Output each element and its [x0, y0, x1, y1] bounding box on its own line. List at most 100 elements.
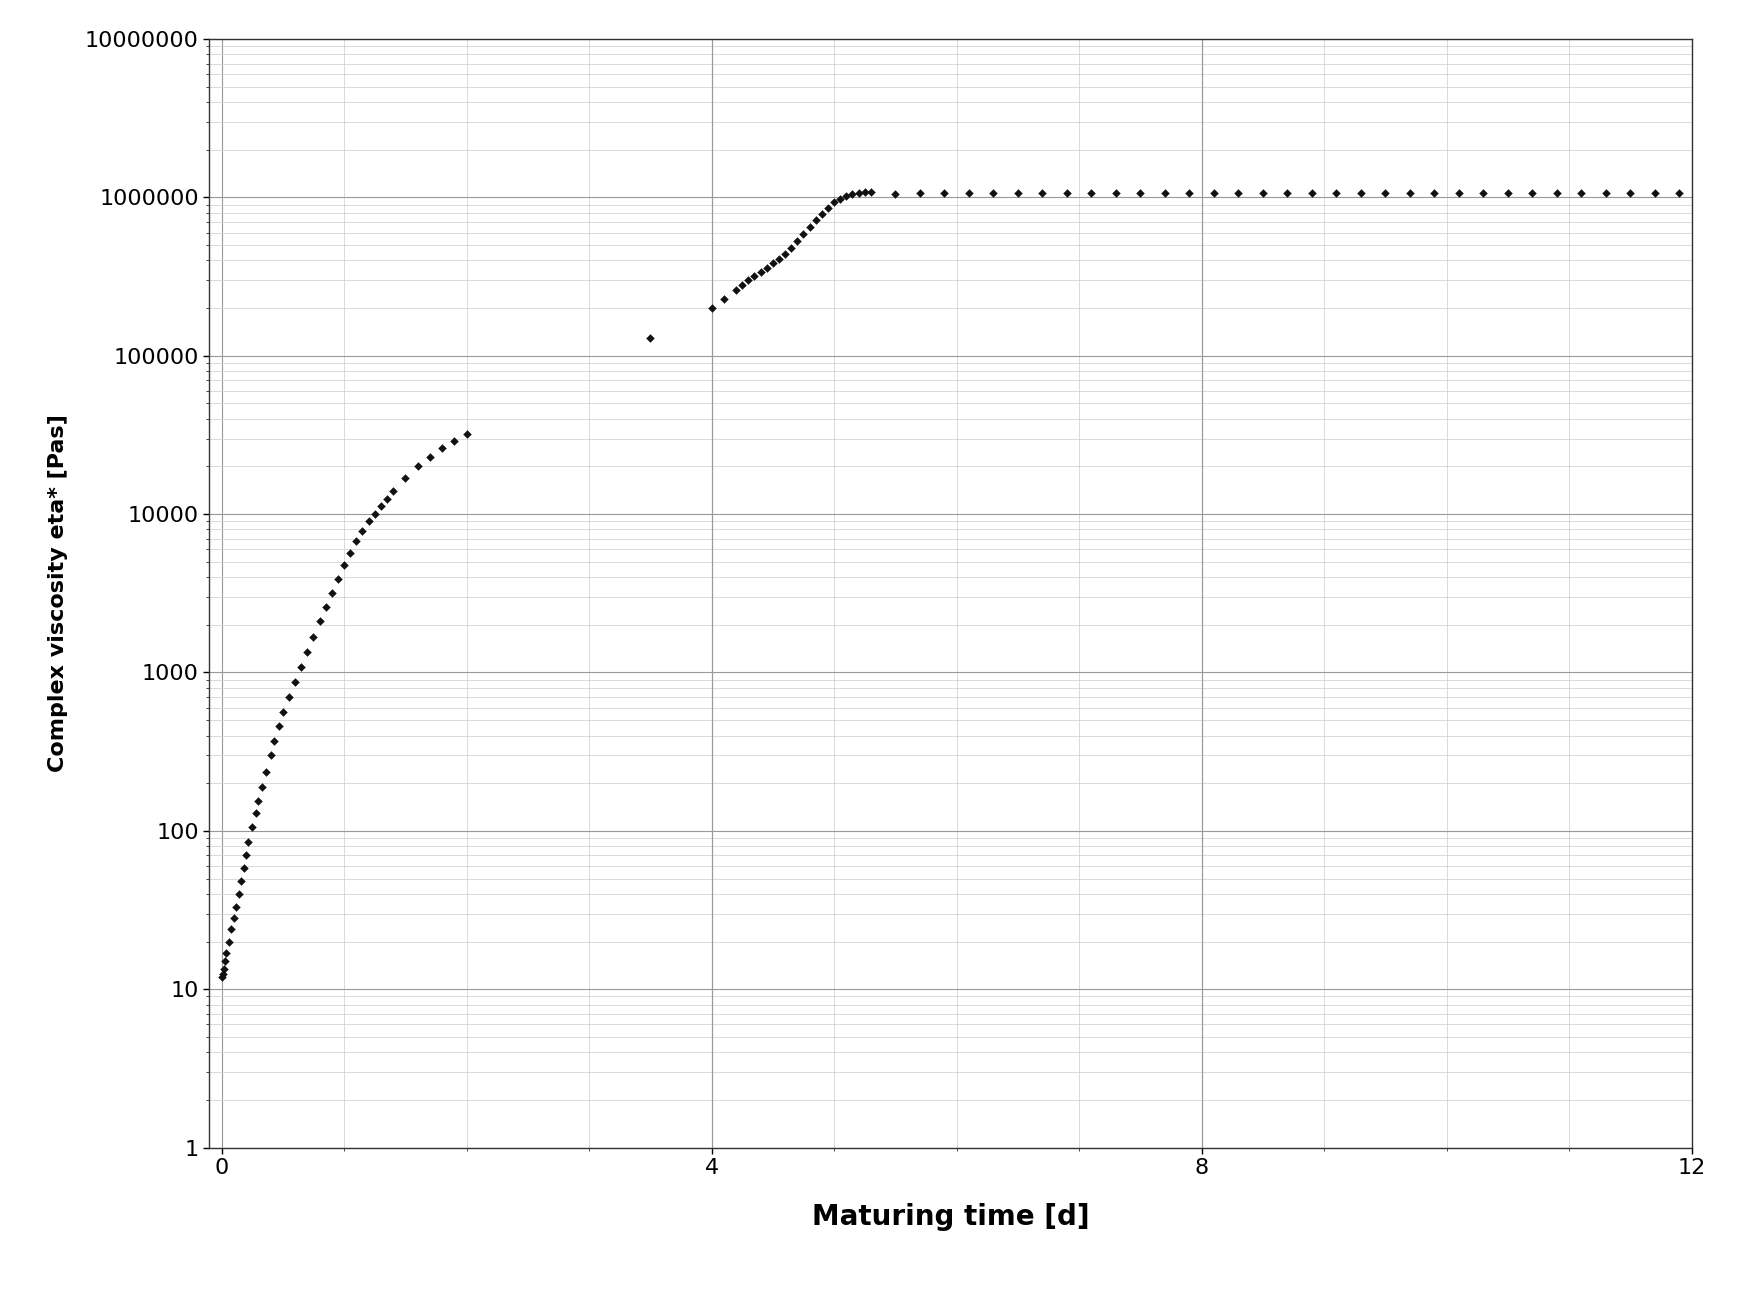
Point [766, 248, 794, 269]
Point [1322, 183, 1350, 203]
Point [293, 642, 321, 662]
Point [778, 237, 806, 258]
Point [1371, 183, 1399, 203]
Point [366, 496, 394, 516]
Point [851, 181, 879, 202]
Point [1495, 183, 1523, 203]
Point [980, 183, 1008, 203]
X-axis label: Maturing time [d]: Maturing time [d] [811, 1202, 1090, 1231]
Point [734, 270, 762, 291]
Point [305, 612, 333, 632]
Point [746, 261, 774, 282]
Point [807, 203, 835, 224]
Point [218, 918, 246, 939]
Point [1102, 183, 1130, 203]
Point [269, 702, 296, 722]
Point [827, 188, 855, 209]
Point [251, 762, 279, 782]
Point [1151, 183, 1179, 203]
Point [795, 216, 823, 237]
Point [227, 871, 255, 892]
Point [234, 832, 262, 853]
Point [256, 745, 284, 765]
Point [244, 790, 272, 811]
Point [439, 430, 467, 451]
Point [354, 511, 382, 532]
Point [790, 223, 818, 244]
Point [342, 531, 370, 552]
Point [312, 596, 340, 617]
Point [427, 438, 455, 459]
Point [1200, 183, 1228, 203]
Point [1395, 183, 1423, 203]
Point [349, 520, 377, 541]
Point [1470, 183, 1498, 203]
Point [839, 184, 867, 205]
Point [239, 818, 267, 838]
Point [230, 858, 258, 879]
Point [820, 192, 848, 213]
Point [1005, 183, 1032, 203]
Point [637, 327, 664, 348]
Point [930, 183, 957, 203]
Point [1224, 183, 1252, 203]
Point [361, 503, 389, 524]
Point [1617, 183, 1645, 203]
Point [956, 183, 984, 203]
Point [317, 582, 345, 602]
Point [1519, 183, 1547, 203]
Point [1273, 183, 1301, 203]
Point [814, 197, 842, 218]
Point [741, 266, 769, 287]
Point [242, 802, 270, 823]
Point [453, 424, 481, 445]
Point [281, 672, 309, 692]
Point [1249, 183, 1277, 203]
Point [208, 966, 235, 987]
Point [330, 554, 358, 575]
Point [220, 908, 248, 928]
Point [1298, 183, 1325, 203]
Point [378, 481, 406, 502]
Point [753, 257, 781, 278]
Point [729, 275, 757, 296]
Point [415, 446, 443, 467]
Point [1641, 183, 1669, 203]
Point [1446, 183, 1474, 203]
Point [225, 883, 253, 904]
Point [1053, 183, 1081, 203]
Point [215, 931, 242, 952]
Point [232, 845, 260, 866]
Point [1420, 183, 1448, 203]
Point [403, 456, 431, 477]
Point [881, 184, 909, 205]
Point [844, 183, 872, 203]
Point [783, 231, 811, 252]
Point [1543, 183, 1571, 203]
Point [324, 569, 352, 589]
Point [260, 730, 288, 751]
Point [1078, 183, 1106, 203]
Point [722, 279, 750, 300]
Point [1346, 183, 1374, 203]
Point [300, 626, 328, 647]
Point [391, 467, 419, 488]
Point [337, 542, 364, 563]
Point [209, 958, 237, 979]
Point [211, 951, 239, 971]
Point [248, 776, 276, 797]
Point [1592, 183, 1620, 203]
Point [905, 183, 933, 203]
Point [1666, 183, 1693, 203]
Point [288, 657, 316, 678]
Point [373, 489, 401, 510]
Y-axis label: Complex viscosity eta* [Pas]: Complex viscosity eta* [Pas] [49, 415, 68, 772]
Point [710, 288, 738, 309]
Point [209, 964, 237, 985]
Point [856, 181, 884, 202]
Point [1175, 183, 1203, 203]
Point [698, 297, 726, 318]
Point [832, 185, 860, 206]
Point [759, 253, 787, 274]
Point [771, 244, 799, 265]
